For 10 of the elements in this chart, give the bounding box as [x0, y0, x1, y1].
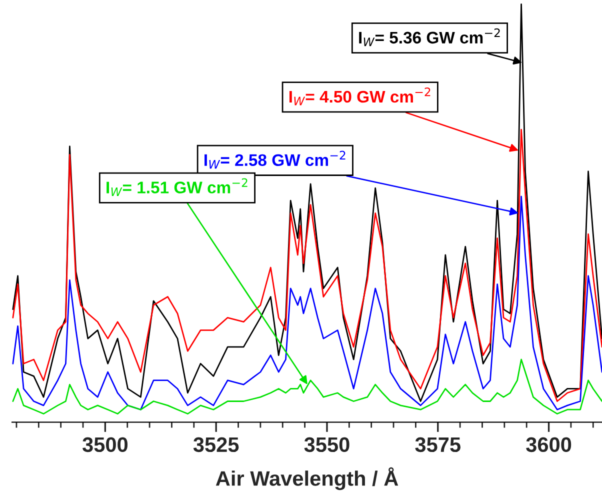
- x-tick-label: 3500: [82, 437, 128, 452]
- annotation: I$_{W}$= 5.36 GW cm$^{−2}$: [359, 28, 500, 46]
- x-tick-label: 3575: [415, 437, 460, 452]
- annotation: I$_{W}$= 4.50 GW cm$^{−2}$: [289, 87, 430, 106]
- x-tick-label: 3525: [193, 437, 239, 452]
- annotation: I$_{W}$= 2.58 GW cm$^{−2}$: [204, 150, 346, 169]
- x-tick-label: 3600: [526, 437, 572, 452]
- x-tick-label: 3550: [304, 437, 350, 452]
- annotation: I$_{W}$= 1.51 GW cm$^{−2}$: [106, 178, 248, 196]
- x-axis-title: Air Wavelength / Å: [216, 467, 398, 490]
